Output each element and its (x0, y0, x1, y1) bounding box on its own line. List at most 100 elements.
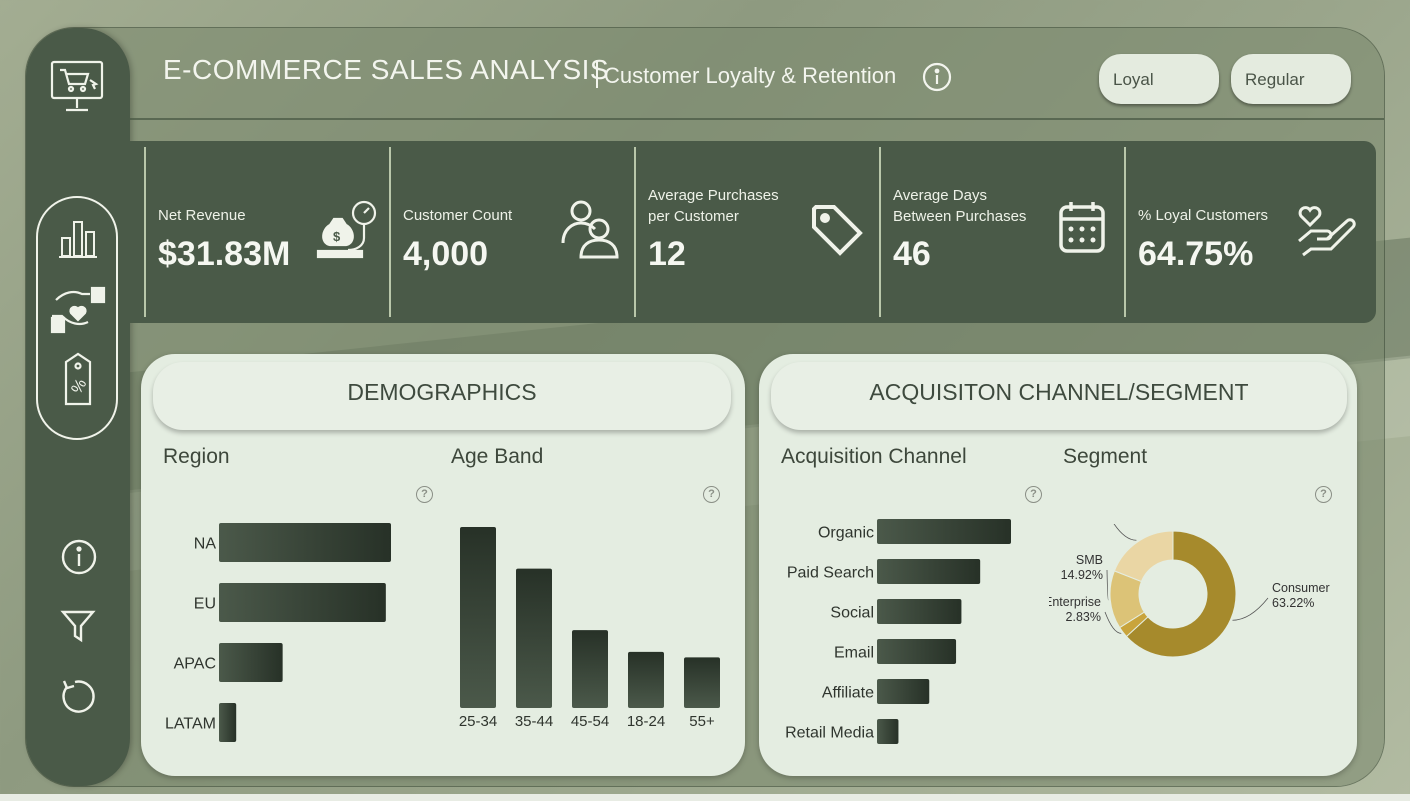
bar-organic[interactable] (877, 519, 1011, 544)
kpi-value: 12 (648, 235, 686, 273)
kpi-average-days: Average Days Between Purchases 46 (879, 141, 1124, 323)
subtitle-info-icon[interactable] (922, 62, 952, 97)
acquisition-panel: ACQUISITON CHANNEL/SEGMENT Acquisition C… (759, 354, 1357, 776)
bar-retail-media[interactable] (877, 719, 899, 744)
kpi-label-line1: Average Purchases (648, 187, 779, 204)
svg-text:%: % (68, 376, 90, 397)
tick-label-35-44: 35-44 (515, 713, 553, 730)
tick-label-25-34: 25-34 (459, 713, 497, 730)
leader-line-smb (1106, 569, 1109, 601)
slice-name-enterprise: Enterprise (1049, 595, 1101, 609)
age-band-bar-chart: 25-34 35-44 45-54 18-24 55+ (459, 527, 720, 730)
tick-label-paid-search: Paid Search (787, 565, 874, 582)
kpi-label: Net Revenue (158, 207, 246, 224)
tick-label-18-24: 18-24 (627, 713, 665, 730)
kpi-loyal-customers: % Loyal Customers 64.75% (1124, 141, 1376, 323)
tick-label-latam: LATAM (165, 716, 216, 733)
bar-apac[interactable] (219, 643, 283, 682)
filter-icon[interactable] (60, 608, 96, 646)
bar-social[interactable] (877, 599, 962, 624)
bar-affiliate[interactable] (877, 679, 930, 704)
segment-chart-title: Segment (1063, 445, 1148, 468)
tick-label-social: Social (830, 605, 874, 622)
segment-help-icon[interactable]: ? (1315, 486, 1332, 503)
kpi-value: 46 (893, 235, 931, 273)
segment-donut-chart: Consumer63.22%Enterprise2.83%SMB14.92%SO… (1049, 524, 1330, 658)
region-chart-title: Region (163, 445, 230, 468)
kpi-value: 64.75% (1138, 235, 1254, 273)
tick-label-45-54: 45-54 (571, 713, 609, 730)
region-help-icon[interactable]: ? (416, 486, 433, 503)
slice-name-consumer: Consumer (1272, 581, 1330, 595)
header-divider (130, 118, 1384, 120)
leader-line-soho (1113, 524, 1137, 541)
kpi-label-line2: per Customer (648, 208, 739, 225)
leader-line-consumer (1232, 597, 1269, 621)
customers-icon (559, 197, 623, 266)
title-separator (596, 60, 598, 88)
kpi-divider (144, 147, 146, 317)
discount-tag-icon[interactable]: % (62, 352, 94, 408)
demographics-panel: DEMOGRAPHICS Region Age Band ? ? NA EU APA… (141, 354, 745, 776)
acquisition-channel-chart-title: Acquisition Channel (781, 445, 967, 468)
kpi-strip: Net Revenue $31.83M $ Customer Count 4,0… (130, 141, 1376, 323)
age-band-chart-title: Age Band (451, 445, 544, 468)
tick-label-organic: Organic (818, 525, 874, 542)
svg-text:$: $ (333, 229, 341, 244)
bar-18-24[interactable] (628, 651, 664, 708)
tick-label-affiliate: Affiliate (822, 685, 874, 702)
bar-25-34[interactable] (460, 527, 496, 708)
tick-label-na: NA (194, 536, 217, 553)
acquisition-help-icon[interactable]: ? (1025, 486, 1042, 503)
bar-55[interactable] (684, 657, 720, 708)
bar-eu[interactable] (219, 583, 386, 622)
regular-filter-button[interactable]: Regular (1231, 54, 1351, 104)
bottom-strip (0, 794, 1410, 801)
loyal-filter-button[interactable]: Loyal (1099, 54, 1219, 104)
kpi-divider (634, 147, 636, 317)
slice-soho[interactable] (1113, 530, 1174, 583)
kpi-value: $31.83M (158, 235, 291, 273)
bar-na[interactable] (219, 523, 391, 562)
money-bag-scale-icon: $ (316, 199, 378, 268)
info-icon[interactable] (60, 538, 98, 576)
kpi-label: % Loyal Customers (1138, 207, 1269, 224)
kpi-label-line1: Average Days (893, 187, 987, 204)
demographics-header: DEMOGRAPHICS (153, 362, 731, 430)
kpi-average-purchases: Average Purchases per Customer 12 (634, 141, 879, 323)
page-title: E-COMMERCE SALES ANALYSIS (163, 54, 610, 85)
kpi-label: Customer Count (403, 207, 513, 224)
kpi-divider (879, 147, 881, 317)
kpi-divider (1124, 147, 1126, 317)
leader-line-enterprise (1104, 611, 1122, 634)
tick-label-email: Email (834, 645, 874, 662)
kpi-customer-count: Customer Count 4,000 (389, 141, 634, 323)
tick-label-apac: APAC (174, 656, 216, 673)
kpi-divider (389, 147, 391, 317)
slice-name-smb: SMB (1076, 553, 1103, 567)
slice-value-enterprise: 2.83% (1066, 610, 1101, 624)
kpi-value: 4,000 (403, 235, 489, 273)
acquisition-header: ACQUISITON CHANNEL/SEGMENT (771, 362, 1347, 430)
bar-email[interactable] (877, 639, 957, 664)
loyalty-hands-icon[interactable] (50, 284, 106, 336)
tick-label-55: 55+ (689, 713, 715, 730)
age-band-help-icon[interactable]: ? (703, 486, 720, 503)
slice-value-consumer: 63.22% (1272, 596, 1314, 610)
bar-paid-search[interactable] (877, 559, 981, 584)
kpi-label-line2: Between Purchases (893, 208, 1027, 225)
price-tag-icon (810, 203, 864, 262)
page-navigation-group (36, 196, 118, 440)
kpi-net-revenue: Net Revenue $31.83M $ (144, 141, 389, 323)
ecommerce-monitor-icon[interactable] (48, 58, 106, 116)
bar-45-54[interactable] (572, 630, 608, 708)
heart-hand-icon (1296, 201, 1358, 262)
reset-icon[interactable] (58, 677, 98, 717)
bar-35-44[interactable] (516, 568, 552, 708)
tick-label-eu: EU (194, 596, 216, 613)
bar-chart-icon[interactable] (58, 216, 98, 260)
tick-label-retail-media: Retail Media (785, 725, 874, 742)
slice-consumer[interactable] (1125, 530, 1237, 658)
acquisition-channel-bar-chart: Organic Paid Search Social Email Affiliate Re… (785, 519, 1011, 744)
bar-latam[interactable] (219, 703, 237, 742)
